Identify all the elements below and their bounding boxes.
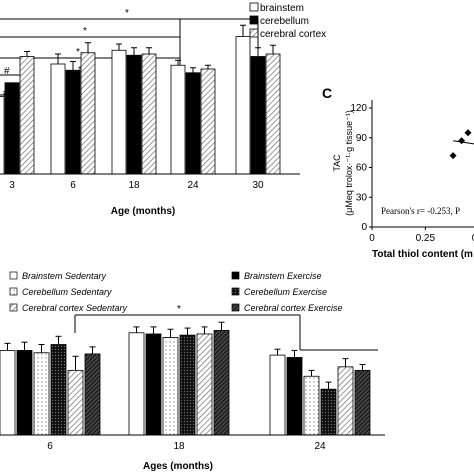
bar-d-0-3 [50, 344, 67, 436]
x-tick-label-b-1: 6 [70, 180, 76, 191]
bar-d-1-2 [162, 337, 179, 436]
x-tick-label-b-0: 3 [9, 180, 15, 191]
bar-d-0-4 [67, 369, 84, 436]
legend-swatch-d-4 [9, 303, 18, 312]
bar-d-2-4 [337, 366, 354, 436]
panel-d-bars [0, 321, 371, 436]
legend-swatch-d-0 [9, 271, 18, 280]
scatter-point-2 [464, 129, 472, 137]
bar-d-2-2 [303, 375, 320, 436]
bar-d-1-3 [179, 334, 196, 436]
significance-star-b-1: * [83, 26, 87, 37]
panel-b-bars [0, 24, 281, 175]
bar-b-1-2 [80, 52, 96, 175]
c-x-tick-label-0: 0 [369, 233, 375, 244]
panel-c-scatter: C 0 30 60 90 120 0 0.25 0.5 TAC (μMeq trolox·⁻¹… [322, 85, 474, 260]
c-y-tick-label-1: 30 [356, 192, 368, 203]
panel-d-x-axis-title: Ages (months) [143, 461, 213, 472]
panel-b-legend: brainstem cerebellum cerebral cortex [249, 2, 326, 40]
bar-d-2-0 [269, 354, 286, 436]
bar-b-0-0 [0, 96, 5, 175]
x-tick-label-b-3: 24 [187, 180, 199, 191]
bar-b-3-0 [170, 64, 186, 175]
bar-b-2-1 [126, 54, 142, 175]
legend-label-cerebral-cortex: cerebral cortex [260, 29, 326, 40]
legend-label-brainstem: brainstem [260, 3, 304, 14]
legend-swatch-d-2 [9, 287, 18, 296]
bar-b-0-2 [19, 56, 35, 175]
legend-swatch-d-3 [231, 287, 240, 296]
panel-c-points [449, 129, 474, 160]
legend-label-d-1: Brainstem Exercise [244, 271, 322, 281]
bar-b-0-1 [4, 82, 20, 175]
x-tick-label-d-0: 6 [47, 441, 53, 452]
panel-c-label: C [322, 85, 332, 101]
panel-d-x-ticks: 6 18 24 [47, 441, 326, 452]
panel-d-exercise-chart: Brainstem Sedentary Brainstem Exercise Cer… [0, 271, 385, 472]
bar-b-2-2 [141, 53, 157, 175]
bar-b-1-1 [65, 69, 81, 175]
bar-d-1-1 [145, 333, 162, 436]
bar-d-1-5 [213, 330, 230, 436]
panel-c-y-axis-units: (μMeq trolox·⁻¹·g tissue⁻¹) [344, 110, 354, 216]
panel-c-ticks: 0 30 60 90 120 0 0.25 0.5 [350, 103, 474, 244]
x-tick-label-b-2: 18 [128, 180, 140, 191]
x-tick-label-d-2: 24 [314, 441, 326, 452]
bar-d-0-2 [33, 352, 50, 436]
panel-c-x-axis-title: Total thiol content (m [372, 249, 473, 260]
trend-line [452, 140, 474, 145]
x-tick-label-b-4: 30 [252, 180, 264, 191]
scatter-point-1 [458, 137, 466, 145]
c-x-tick-label-2: 0.5 [472, 233, 474, 244]
panel-c-pearson-annotation: Pearson's r= -0.253, P [381, 206, 460, 216]
legend-label-d-5: Cerebral cortex Exercise [244, 303, 343, 313]
hash-mark-b-0: # [4, 66, 10, 77]
bar-b-4-1 [250, 56, 266, 175]
panel-d-significance: * [74, 304, 378, 351]
bar-b-3-1 [185, 72, 201, 175]
bar-d-1-0 [128, 332, 145, 436]
bar-b-4-0 [235, 36, 251, 175]
significance-star-b-2: * [76, 47, 80, 58]
bar-b-4-2 [265, 53, 281, 175]
c-y-tick-label-2: 60 [356, 163, 368, 174]
c-x-tick-label-1: 0.25 [416, 233, 436, 244]
bar-d-2-1 [286, 357, 303, 436]
significance-star-b-0: * [125, 8, 129, 19]
legend-swatch-cerebral-cortex [249, 28, 259, 38]
bar-d-0-0 [0, 349, 16, 436]
bar-b-2-0 [111, 49, 127, 175]
x-tick-label-d-1: 18 [173, 441, 185, 452]
c-y-tick-label-0: 0 [361, 222, 367, 233]
legend-label-d-2: Cerebellum Sedentary [22, 287, 112, 297]
legend-swatch-brainstem [249, 2, 259, 12]
panel-b-age-chart: brainstem cerebellum cerebral cortex ***… [0, 2, 326, 217]
scatter-point-0 [449, 152, 457, 160]
legend-label-d-0: Brainstem Sedentary [22, 271, 107, 281]
bar-d-1-4 [196, 333, 213, 436]
bar-d-0-1 [16, 349, 33, 436]
significance-star-d-0: * [177, 304, 181, 315]
legend-label-d-3: Cerebellum Exercise [244, 287, 327, 297]
panel-d-legend: Brainstem Sedentary Brainstem Exercise Cer… [9, 271, 343, 313]
legend-label-d-4: Cerebral cortex Sedentary [22, 303, 128, 313]
panel-c-y-axis-title: TAC [332, 154, 342, 172]
panel-b-x-ticks: 3 6 18 24 30 [9, 180, 264, 191]
bar-d-0-5 [84, 353, 101, 436]
c-y-tick-label-4: 120 [350, 103, 367, 114]
c-y-tick-label-3: 90 [356, 133, 368, 144]
bar-b-1-0 [50, 63, 66, 175]
legend-swatch-d-5 [231, 303, 240, 312]
bar-b-3-2 [200, 68, 216, 175]
legend-label-cerebellum: cerebellum [260, 16, 309, 27]
legend-swatch-d-1 [231, 271, 240, 280]
bar-d-2-3 [320, 388, 337, 436]
bar-d-2-5 [354, 369, 371, 436]
legend-swatch-cerebellum [249, 15, 259, 25]
panel-b-x-axis-title: Age (months) [111, 206, 175, 217]
